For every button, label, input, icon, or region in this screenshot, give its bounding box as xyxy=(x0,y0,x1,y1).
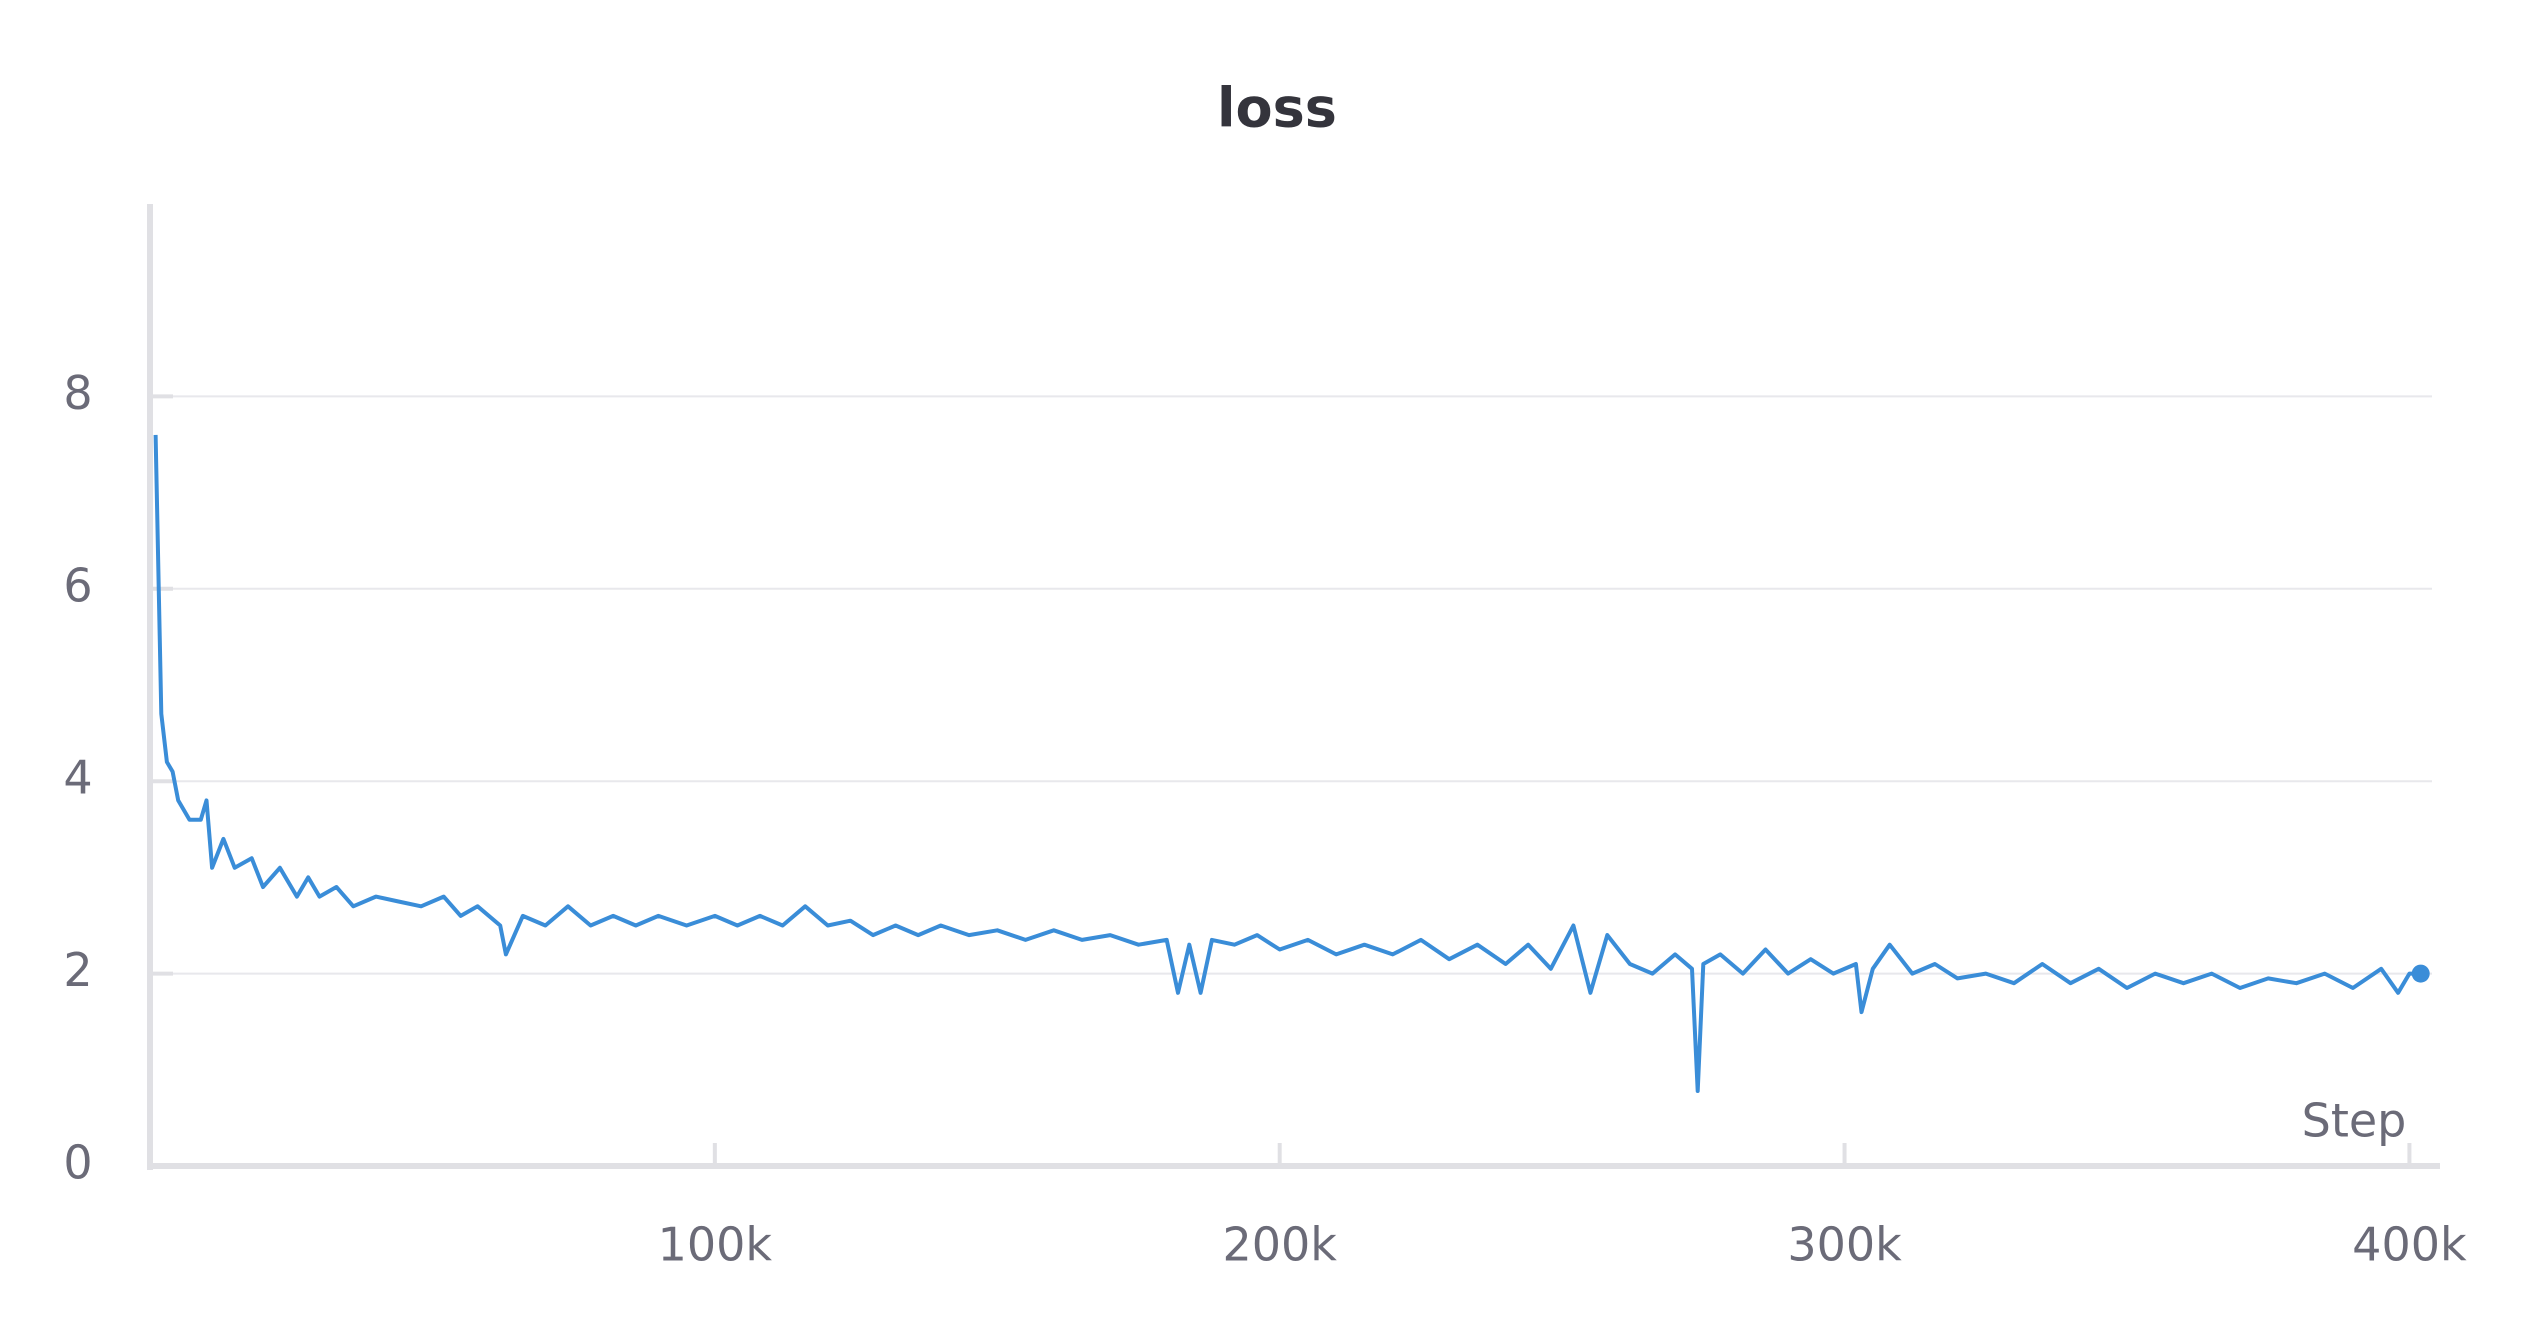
end-point xyxy=(2411,964,2430,983)
y-tick-label: 8 xyxy=(63,366,92,420)
x-tick-label: 200k xyxy=(1222,1218,1337,1272)
x-axis-label: Step xyxy=(2302,1094,2407,1148)
x-tick-label: 100k xyxy=(658,1218,773,1272)
y-tick-label: 6 xyxy=(63,558,92,612)
x-tick-label: 300k xyxy=(1787,1218,1902,1272)
chart-title: loss xyxy=(1217,77,1337,140)
x-tick-label: 400k xyxy=(2352,1218,2467,1272)
y-tick-label: 4 xyxy=(63,751,92,805)
y-tick-label: 2 xyxy=(63,943,92,997)
y-tick-label: 0 xyxy=(63,1136,92,1190)
loss-line xyxy=(153,434,2421,1093)
